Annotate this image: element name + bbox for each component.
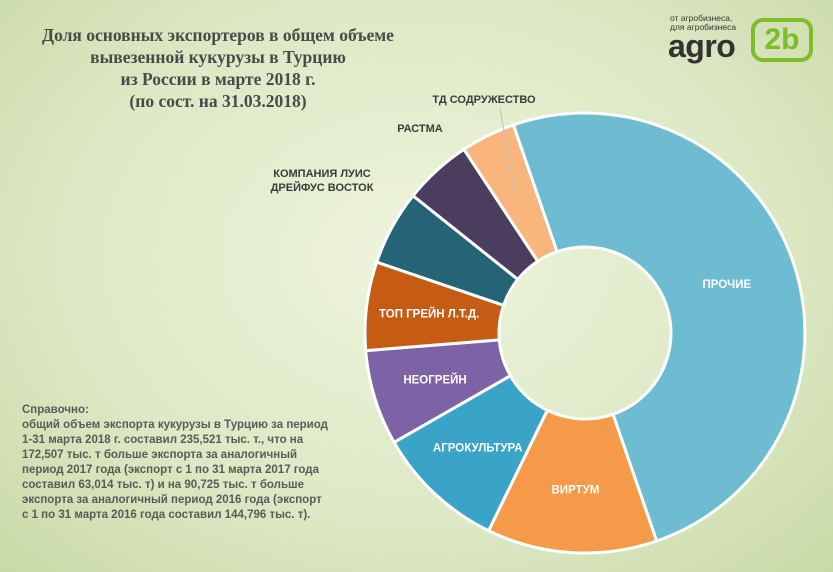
- title-line-4: (по сост. на 31.03.2018): [129, 91, 307, 111]
- label-компания-луис-дрейфус-восток: КОМПАНИЯ ЛУИС ДРЕЙФУС ВОСТОК: [271, 168, 374, 194]
- note-line-3: 1-31 марта 2018 г. составил 235,521 тыс.…: [22, 434, 304, 446]
- logo-badge: 2b: [751, 18, 813, 62]
- leader-line-тд-содружество: [499, 107, 515, 190]
- label-тд-содружество: ТД СОДРУЖЕСТВО: [432, 94, 536, 106]
- title-line-1: Доля основных экспортеров в общем объеме: [42, 25, 394, 45]
- logo-tagline: от агробизнеса, для агробизнеса: [670, 14, 736, 32]
- reference-note: Справочно: общий объем экспорта кукурузы…: [22, 403, 392, 523]
- logo-tagline-2: для агробизнеса: [670, 22, 737, 32]
- labels-group: ПРОЧИЕ ВИРТУМ АГРОКУЛЬТУРА НЕОГРЕЙН ТОП ГРЕЙ…: [271, 94, 752, 497]
- chart-title: Доля основных экспортеров в общем объеме…: [18, 24, 418, 112]
- note-line-7: экспорта за аналогичный период 2016 года…: [22, 494, 322, 506]
- note-line-2: общий объем экспорта кукурузы в Турцию з…: [22, 419, 328, 431]
- slice-прочие: [511, 111, 807, 543]
- label-неогрейн: НЕОГРЕЙН: [403, 373, 466, 386]
- logo-word: agro: [668, 28, 736, 64]
- title-line-3: из России в марте 2018 г.: [120, 69, 316, 89]
- note-line-5: период 2017 года (экспорт с 1 по 31 март…: [22, 464, 320, 476]
- label-виртум: ВИРТУМ: [551, 485, 599, 497]
- agro2b-logo: от агробизнеса, для агробизнеса agro 2b: [668, 14, 820, 70]
- slice-тд-содружество: [461, 123, 559, 264]
- leader-lines-group: [499, 107, 515, 190]
- label-растма: РАСТМА: [397, 123, 443, 135]
- label-топ-грейн-л-т-д: ТОП ГРЕЙН Л.Т.Д.: [379, 308, 479, 321]
- slices-group: [363, 111, 807, 555]
- note-line-6: составил 63,014 тыс. т) и на 90,725 тыс.…: [22, 479, 305, 491]
- title-line-2: вывезенной кукурузы в Турцию: [90, 47, 346, 67]
- logo-tagline-1: от агробизнеса,: [670, 13, 733, 23]
- label-прочие: ПРОЧИЕ: [702, 279, 751, 291]
- note-line-4: 172,507 тыс. т больше экспорта за аналог…: [22, 449, 298, 461]
- label-агрокультура: АГРОКУЛЬТУРА: [433, 443, 523, 455]
- note-line-8: с 1 по 31 марта 2016 года составил 144,7…: [22, 509, 311, 521]
- note-line-1: Справочно:: [22, 404, 89, 416]
